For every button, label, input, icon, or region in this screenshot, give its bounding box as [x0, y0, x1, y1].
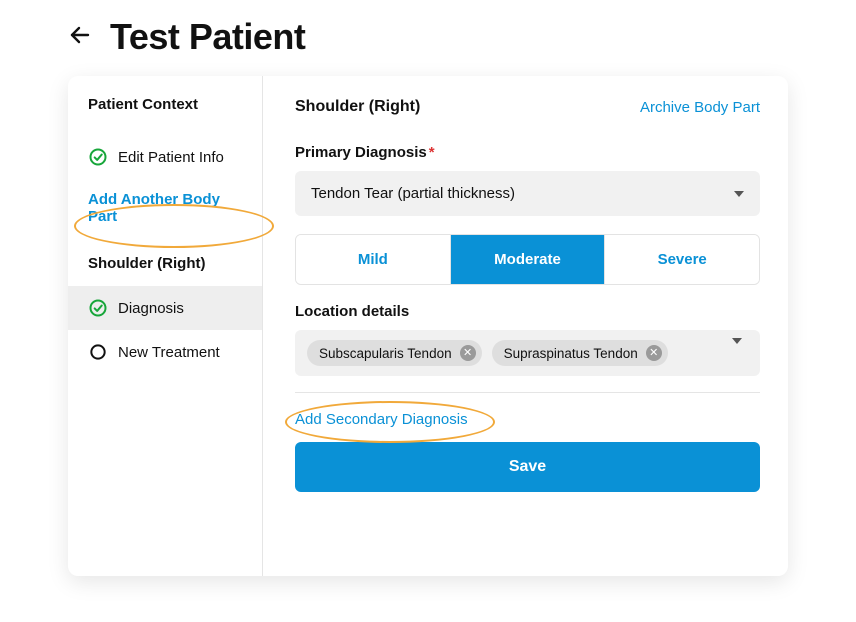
- severity-option-moderate[interactable]: Moderate: [451, 235, 606, 284]
- add-secondary-diagnosis-label: Add Secondary Diagnosis: [295, 411, 468, 428]
- primary-diagnosis-label: Primary Diagnosis*: [295, 144, 760, 161]
- sidebar-item-label: Diagnosis: [118, 300, 184, 317]
- archive-body-part-link[interactable]: Archive Body Part: [640, 99, 760, 116]
- location-details-label: Location details: [295, 303, 760, 320]
- sidebar-item-diagnosis[interactable]: Diagnosis: [68, 286, 262, 330]
- chip-remove-icon[interactable]: ✕: [646, 345, 662, 361]
- chip-label: Subscapularis Tendon: [319, 346, 452, 361]
- location-chip: Supraspinatus Tendon ✕: [492, 340, 668, 366]
- severity-option-severe[interactable]: Severe: [605, 235, 759, 284]
- chevron-down-icon: [732, 338, 742, 361]
- add-secondary-diagnosis-link[interactable]: Add Secondary Diagnosis: [295, 411, 468, 428]
- add-body-part-link[interactable]: Add Another Body Part: [68, 179, 262, 237]
- sidebar: Patient Context Edit Patient Info Add An…: [68, 76, 263, 576]
- severity-option-mild[interactable]: Mild: [296, 235, 451, 284]
- sidebar-item-label: New Treatment: [118, 344, 220, 361]
- location-details-select[interactable]: Subscapularis Tendon ✕ Supraspinatus Ten…: [295, 330, 760, 376]
- primary-diagnosis-label-text: Primary Diagnosis: [295, 144, 427, 161]
- chevron-down-icon: [734, 191, 744, 197]
- sidebar-heading: Patient Context: [68, 96, 262, 135]
- content-card: Patient Context Edit Patient Info Add An…: [68, 76, 788, 576]
- check-circle-icon: [88, 147, 108, 167]
- circle-icon: [88, 342, 108, 362]
- divider: [295, 392, 760, 393]
- sidebar-item-label: Edit Patient Info: [118, 149, 224, 166]
- primary-diagnosis-value: Tendon Tear (partial thickness): [311, 185, 515, 202]
- severity-segmented: Mild Moderate Severe: [295, 234, 760, 285]
- chip-label: Supraspinatus Tendon: [504, 346, 638, 361]
- chip-remove-icon[interactable]: ✕: [460, 345, 476, 361]
- required-asterisk: *: [429, 144, 435, 161]
- main-panel: Shoulder (Right) Archive Body Part Prima…: [263, 76, 788, 576]
- sidebar-item-edit-info[interactable]: Edit Patient Info: [68, 135, 262, 179]
- check-circle-icon: [88, 298, 108, 318]
- page-title: Test Patient: [110, 16, 305, 58]
- primary-diagnosis-select[interactable]: Tendon Tear (partial thickness): [295, 171, 760, 216]
- location-chip: Subscapularis Tendon ✕: [307, 340, 482, 366]
- back-arrow-icon[interactable]: [68, 23, 92, 51]
- sidebar-item-new-treatment[interactable]: New Treatment: [68, 330, 262, 374]
- panel-title: Shoulder (Right): [295, 98, 420, 116]
- sidebar-section-heading: Shoulder (Right): [68, 255, 262, 286]
- save-button[interactable]: Save: [295, 442, 760, 492]
